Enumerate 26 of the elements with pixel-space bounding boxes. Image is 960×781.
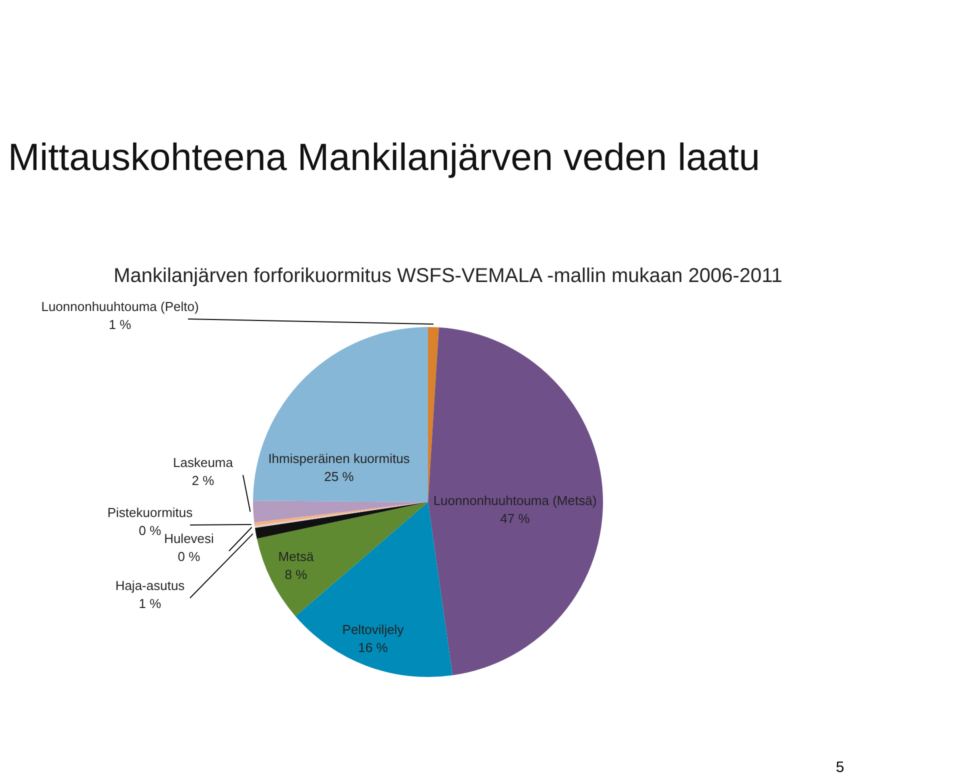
data-label: 25 % [324, 469, 354, 484]
pie-slice [254, 502, 428, 539]
pie-slice [428, 327, 603, 676]
slice-label: Hulevesi [164, 531, 214, 546]
data-label: 47 % [500, 511, 530, 526]
pie-slice [253, 327, 428, 502]
slice-label: Haja-asutus [115, 578, 186, 593]
data-label: 2 % [192, 473, 215, 488]
slice-label: Ihmisperäinen kuormitus [268, 451, 410, 466]
data-label: 0 % [138, 523, 162, 538]
slice-label: Peltoviljely [342, 622, 404, 637]
slice-label: Laskeuma [173, 455, 234, 470]
slice-label: Luonnonhuuhtouma (Metsä) [433, 493, 597, 508]
text: 5 [836, 759, 844, 776]
slice-label: Luonnonhuuhtouma (Pelto) [41, 299, 199, 314]
pie-slice [253, 500, 428, 522]
chart-subtitle: Mankilanjärven forforikuormitus WSFS-VEMALA -mallin mukaan 2006-2011 [114, 265, 782, 287]
pie-slice [256, 502, 428, 616]
slice-label: Metsä [278, 549, 314, 564]
data-label: 1 % [138, 596, 162, 611]
chart-title: Mittauskohteena Mankilanjärven veden laatu [8, 137, 760, 179]
data-label: 16 % [358, 640, 388, 655]
data-label: 1 % [108, 317, 132, 332]
data-label: 8 % [284, 567, 308, 582]
slice-label: Pistekuormitus [107, 505, 194, 520]
data-label: 0 % [178, 549, 201, 564]
